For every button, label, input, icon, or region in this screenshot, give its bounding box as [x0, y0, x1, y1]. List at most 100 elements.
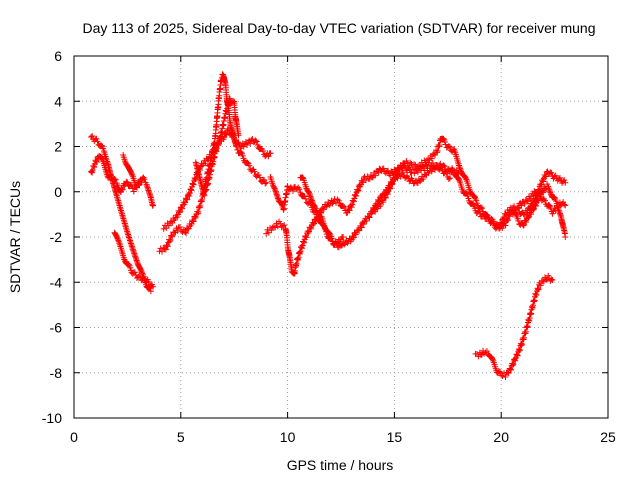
data-point	[91, 164, 98, 171]
data-point	[488, 216, 495, 223]
data-point	[533, 291, 540, 298]
data-point	[391, 175, 398, 182]
data-point	[260, 147, 267, 154]
data-point	[321, 223, 328, 230]
data-point	[119, 186, 126, 193]
data-point	[336, 239, 343, 246]
data-point	[540, 178, 547, 185]
data-point	[358, 224, 365, 231]
data-point	[150, 202, 157, 209]
data-point	[289, 187, 296, 194]
data-point	[478, 205, 485, 212]
data-point	[481, 212, 488, 219]
data-point	[407, 159, 414, 166]
data-point	[326, 201, 333, 208]
y-tick-label: -8	[50, 365, 63, 381]
data-point	[562, 179, 569, 186]
data-point	[88, 168, 95, 175]
data-point	[450, 167, 457, 174]
data-point	[497, 369, 504, 376]
data-point	[93, 158, 100, 165]
data-point	[514, 352, 521, 359]
data-point	[457, 167, 464, 174]
data-point	[511, 203, 518, 210]
data-point	[384, 167, 391, 174]
y-tick-label: 6	[54, 48, 62, 64]
data-point	[186, 192, 193, 199]
data-point	[235, 139, 242, 146]
series-segment-13	[515, 188, 569, 217]
data-point	[89, 169, 96, 176]
data-point	[365, 213, 372, 220]
data-point	[561, 201, 568, 208]
data-point	[131, 269, 138, 276]
data-point	[366, 214, 373, 221]
data-point	[551, 194, 558, 201]
data-point	[489, 355, 496, 362]
data-point	[262, 180, 269, 187]
data-point	[104, 159, 111, 166]
data-point	[182, 230, 189, 237]
data-point	[417, 178, 424, 185]
y-tick-label: 4	[54, 93, 62, 109]
data-point	[549, 210, 556, 217]
data-point	[363, 217, 370, 224]
data-point	[562, 234, 569, 240]
data-point	[346, 207, 353, 214]
data-point	[538, 181, 545, 188]
data-point	[539, 188, 546, 195]
data-point	[179, 205, 186, 212]
data-point	[420, 176, 427, 183]
data-point	[224, 126, 231, 133]
data-point	[552, 207, 559, 214]
data-point	[457, 165, 464, 172]
data-point	[301, 239, 308, 246]
data-point	[556, 174, 563, 181]
data-point	[516, 346, 523, 353]
data-point	[190, 218, 197, 225]
data-point	[549, 276, 556, 283]
data-point	[341, 204, 348, 211]
data-point	[548, 276, 555, 283]
data-point	[512, 357, 519, 364]
data-point	[484, 213, 491, 220]
data-point	[380, 199, 387, 206]
data-point	[395, 166, 402, 173]
chart-title: Day 113 of 2025, Sidereal Day-to-day VTE…	[82, 20, 595, 36]
data-point	[377, 203, 384, 210]
data-point	[299, 174, 306, 181]
data-point	[121, 182, 128, 189]
data-point	[229, 130, 236, 137]
data-point	[360, 221, 367, 228]
data-point	[504, 369, 511, 376]
data-point	[111, 176, 118, 183]
series-segment-4	[120, 152, 144, 190]
y-tick-label: -4	[50, 274, 63, 290]
data-point	[99, 155, 106, 162]
data-point	[480, 211, 487, 218]
data-point	[352, 192, 359, 199]
data-point	[94, 138, 101, 145]
data-point	[502, 373, 509, 380]
data-point	[525, 214, 532, 221]
data-point	[463, 190, 470, 197]
data-point	[350, 234, 357, 241]
data-point	[552, 172, 559, 179]
y-tick-label: -2	[50, 229, 63, 245]
data-point	[456, 176, 463, 183]
x-tick-label: 20	[493, 429, 509, 445]
data-point	[112, 176, 119, 183]
data-point	[165, 222, 172, 229]
data-point	[178, 228, 185, 235]
data-point	[130, 188, 137, 195]
data-point	[268, 227, 275, 234]
data-point	[189, 217, 196, 224]
data-point	[412, 161, 419, 168]
data-point	[422, 171, 429, 178]
data-point	[297, 248, 304, 255]
data-point	[251, 168, 258, 175]
data-point	[489, 216, 496, 223]
data-point	[279, 222, 286, 229]
data-point	[125, 261, 132, 268]
data-point	[312, 204, 319, 211]
